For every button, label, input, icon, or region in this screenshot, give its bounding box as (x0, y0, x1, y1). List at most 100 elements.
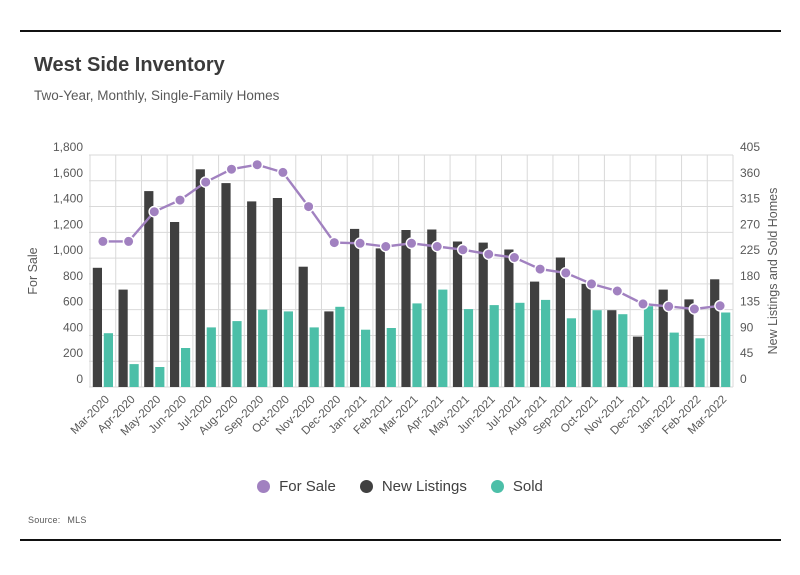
for-sale-line (102, 163, 721, 311)
for-sale-point (559, 266, 572, 279)
new-listings-bar (324, 311, 334, 387)
page-subtitle: Two-Year, Monthly, Single-Family Homes (34, 88, 280, 103)
for-sale-point (482, 248, 495, 261)
for-sale-point (328, 236, 341, 249)
for-sale-point (456, 243, 469, 256)
sold-bar (155, 367, 165, 387)
for-sale-point (379, 240, 392, 253)
sold-bar (643, 306, 654, 387)
for-sale-point (148, 205, 161, 218)
for-sale-point (431, 240, 444, 253)
for-sale-point (354, 237, 366, 250)
for-sale-point (585, 277, 598, 290)
right-axis-tick: 0 (740, 372, 747, 386)
for-sale-point (637, 297, 649, 310)
sold-marker-icon (490, 480, 504, 493)
new-listings-bar (247, 201, 257, 387)
new-listings-bar (581, 283, 591, 387)
inventory-chart: 0 200 400 600 800 1,000 1,200 1,400 1,600 1,800 0 4… (26, 140, 780, 438)
new-listings-bar (427, 229, 437, 387)
for-sale-point (276, 166, 289, 179)
right-axis-title: New Listings and Sold Homes (766, 188, 780, 355)
left-axis-tick: 1,000 (53, 243, 83, 257)
left-axis-tick: 1,800 (53, 140, 83, 154)
top-divider (20, 30, 781, 32)
legend-label-new-listings: New Listings (381, 478, 467, 495)
legend-item-sold: Sold (490, 478, 543, 495)
sold-bar (361, 329, 371, 387)
new-listings-bar (170, 222, 180, 387)
for-sale-point (225, 163, 238, 176)
right-axis-tick: 90 (740, 320, 754, 334)
new-listings-marker-icon (359, 480, 373, 493)
new-listings-bar (530, 281, 540, 387)
sold-bar (412, 303, 422, 387)
sold-bar (618, 314, 628, 387)
new-listings-bar (272, 198, 282, 387)
right-axis-tick: 45 (740, 346, 754, 360)
legend-item-new-listings: New Listings (359, 478, 467, 495)
new-listings-bar (452, 241, 463, 387)
sold-bar (258, 309, 268, 387)
left-axis-tick: 800 (63, 269, 83, 283)
right-axis-tick: 225 (740, 243, 760, 257)
right-axis-tick: 315 (740, 192, 760, 206)
for-sale-point (199, 176, 212, 189)
sold-bar (592, 310, 602, 387)
sold-bar (283, 311, 293, 387)
right-axis-tick: 270 (740, 217, 760, 231)
new-listings-bar (92, 267, 102, 387)
sold-bar (181, 348, 191, 387)
new-listings-bar (658, 289, 668, 387)
sold-bar (566, 318, 576, 387)
new-listings-bar (504, 249, 514, 387)
for-sale-point (251, 158, 264, 171)
page-title: West Side Inventory (34, 54, 225, 76)
left-axis-tick: 0 (76, 372, 83, 386)
for-sale-point (508, 251, 521, 264)
sold-bar (335, 306, 345, 387)
sold-bar (489, 305, 499, 387)
right-axis-tick: 360 (740, 166, 760, 180)
bottom-divider (20, 539, 781, 541)
new-listings-bar (478, 242, 488, 387)
for-sale-point (688, 303, 701, 315)
sold-bar (721, 312, 731, 387)
new-listings-bar (350, 228, 360, 387)
new-listings-bar (607, 310, 617, 387)
legend-label-sold: Sold (512, 478, 543, 495)
sold-bar (541, 299, 551, 387)
right-axis-tick: 180 (740, 269, 760, 283)
new-listings-bar (144, 191, 154, 387)
sold-bar (103, 333, 113, 387)
legend-item-for-sale: For Sale (257, 478, 336, 495)
left-axis-tick: 600 (63, 295, 83, 309)
for-sale-point (662, 300, 675, 313)
for-sale-marker-icon (257, 480, 271, 493)
left-axis-tick: 1,600 (53, 166, 83, 180)
new-listings-bar (632, 336, 643, 387)
new-listings-bar (401, 230, 411, 387)
for-sale-point (302, 200, 315, 213)
sold-bar (669, 332, 679, 387)
sold-bar (309, 327, 319, 387)
legend: For Sale New Listings Sold (0, 478, 800, 495)
sold-bar (515, 302, 525, 387)
sold-bar (386, 328, 396, 387)
for-sale-point (714, 299, 726, 312)
right-axis-tick: 135 (740, 295, 760, 309)
sold-bar (463, 309, 474, 387)
for-sale-point (174, 194, 186, 207)
source-label: Source: (28, 515, 61, 525)
left-axis-title: For Sale (26, 247, 40, 294)
left-axis-tick: 200 (63, 346, 83, 360)
source-note: Source: MLS (28, 515, 87, 525)
new-listings-bar (375, 248, 385, 387)
for-sale-point (97, 235, 109, 248)
sold-bar (695, 338, 705, 387)
sold-bar (129, 364, 139, 387)
for-sale-point (405, 237, 418, 250)
for-sale-point (122, 235, 135, 248)
sold-bar (438, 289, 448, 387)
